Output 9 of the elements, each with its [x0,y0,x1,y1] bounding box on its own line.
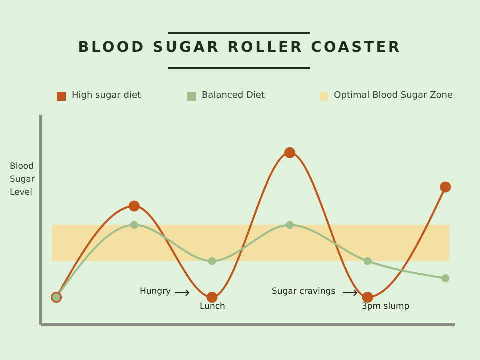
y-axis-title: Blood Sugar Level [10,161,36,200]
legend-label: High sugar diet [72,91,142,101]
annotation: 3pm slump [362,302,410,312]
legend-label: Optimal Blood Sugar Zone [334,91,453,101]
annotation: Sugar cravings [272,287,336,297]
chart-title: BLOOD SUGAR ROLLER COASTER [77,40,403,56]
annotation: Hungry [140,287,172,297]
legend-label: Balanced Diet [202,91,265,101]
annotation: Lunch [200,302,226,312]
